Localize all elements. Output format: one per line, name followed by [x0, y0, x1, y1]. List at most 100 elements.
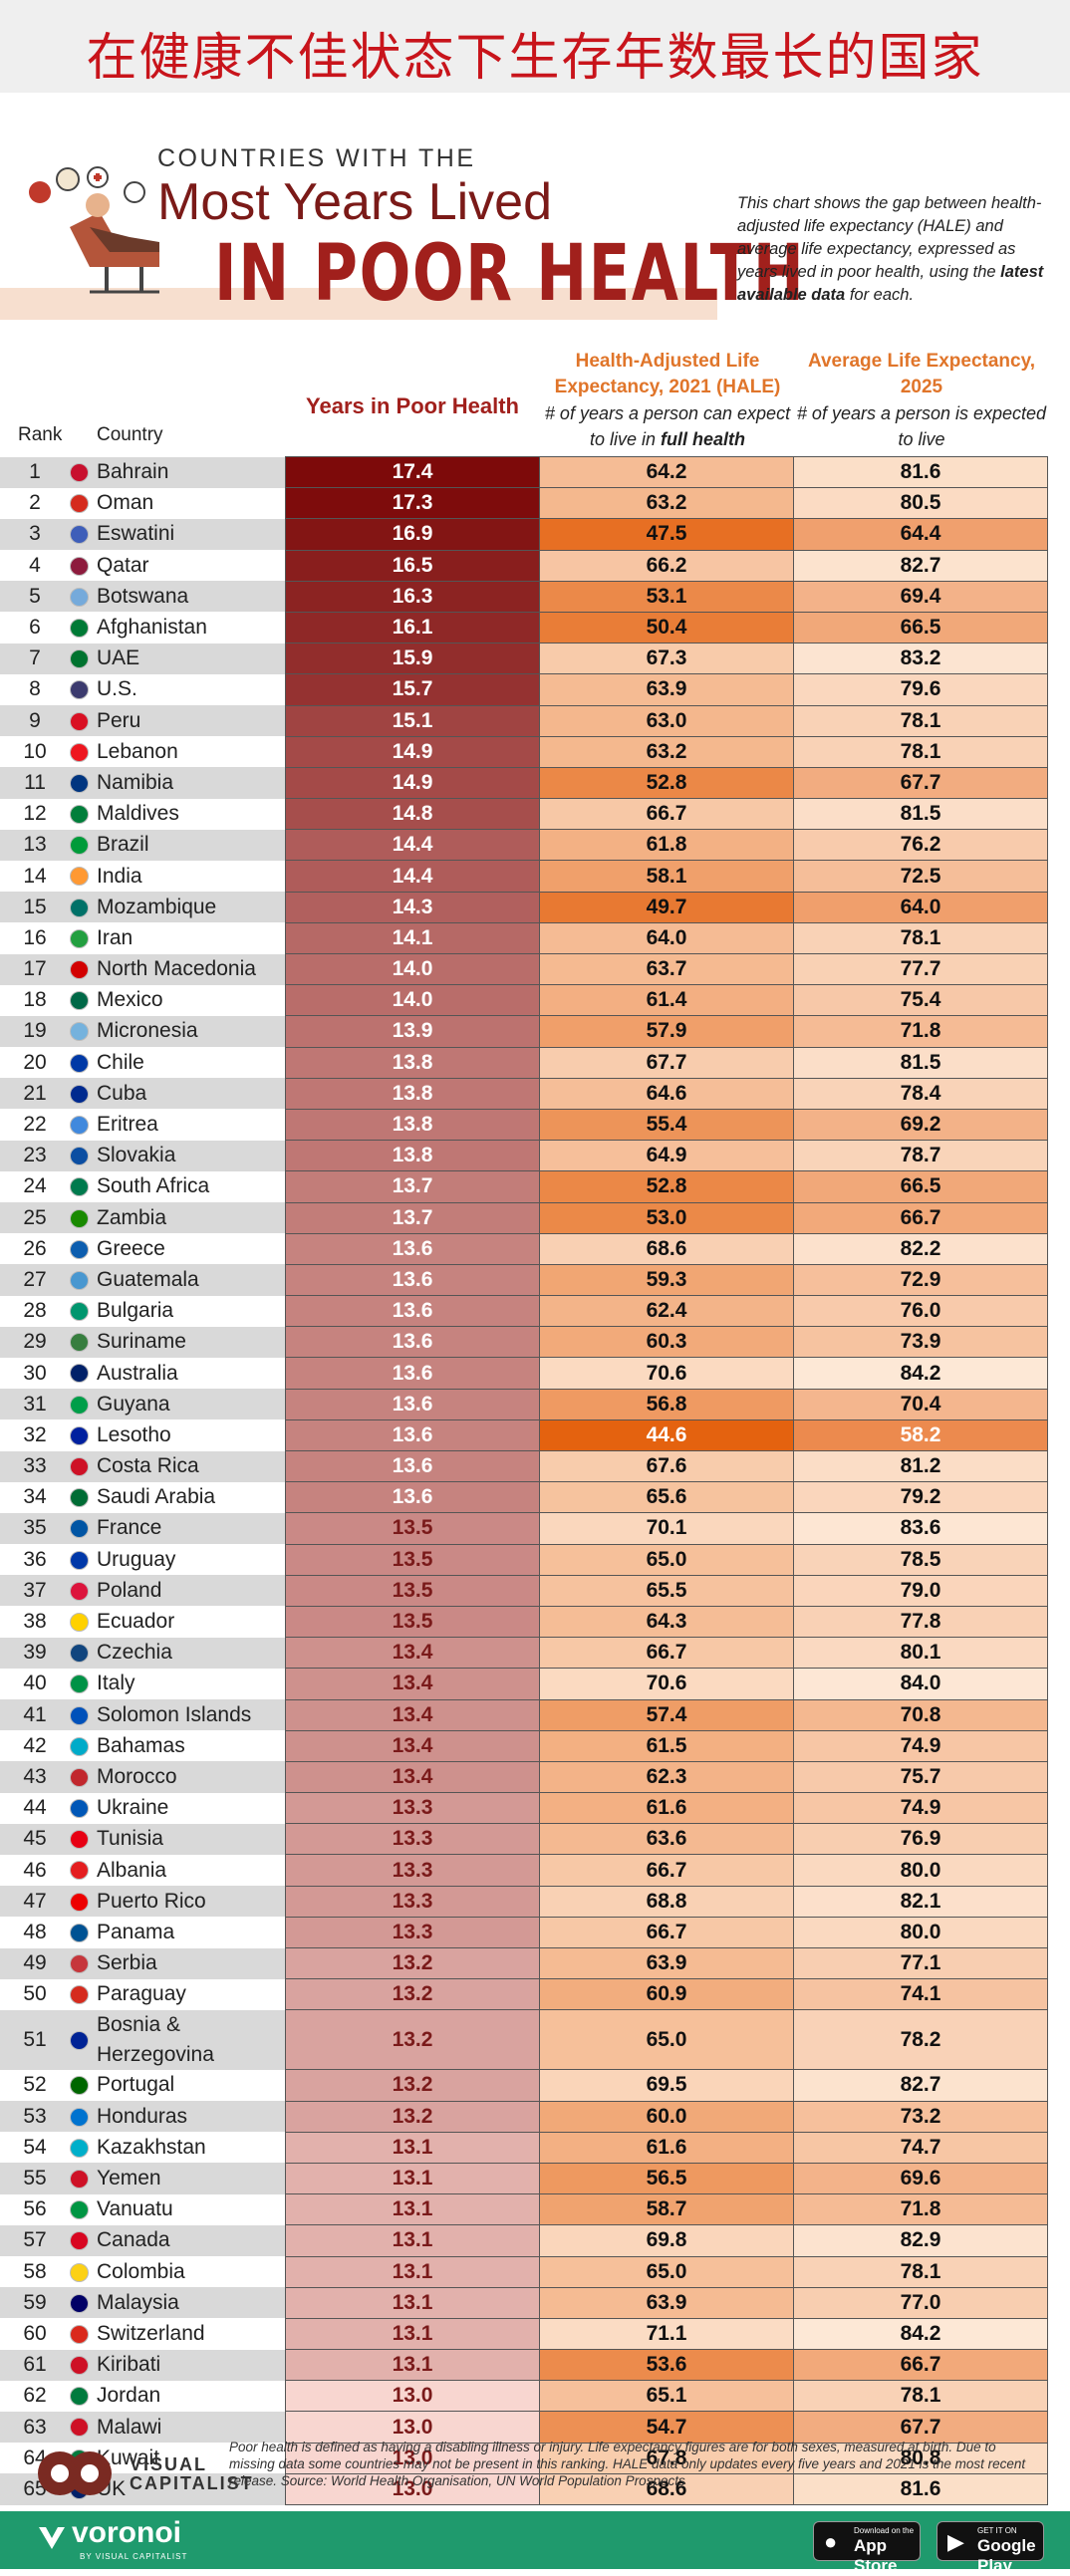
avg-life-cell: 64.0 — [793, 891, 1048, 923]
app-store-small: Download on the — [854, 2526, 915, 2535]
flag-icon — [70, 2387, 89, 2407]
flag-cell — [70, 1512, 97, 1545]
flag-cell — [70, 2101, 97, 2133]
hale-cell: 53.6 — [539, 2349, 794, 2382]
flag-cell — [70, 861, 97, 892]
years-poor-health-cell: 13.2 — [285, 2069, 540, 2102]
table-row: 45 Tunisia 13.3 63.6 76.9 — [0, 1823, 1048, 1856]
avg-life-cell: 81.6 — [793, 2472, 1048, 2506]
header-avg-sub: # of years a person is expected to live — [796, 403, 1047, 449]
voronoi-sub: BY VISUAL CAPITALIST — [80, 2552, 188, 2561]
medicine-icon — [124, 181, 145, 203]
years-poor-health-cell: 13.7 — [285, 1170, 540, 1203]
avg-life-cell: 79.0 — [793, 1574, 1048, 1607]
years-poor-health-cell: 13.2 — [285, 2009, 540, 2071]
years-poor-health-cell: 13.6 — [285, 1326, 540, 1359]
hale-cell: 52.8 — [539, 1170, 794, 1203]
avg-life-cell: 77.0 — [793, 2286, 1048, 2319]
country-cell: Paraguay — [97, 1982, 186, 2006]
flag-cell — [70, 2070, 97, 2101]
country-cell: Morocco — [97, 1761, 286, 1793]
rank-cell: 56 — [23, 2197, 47, 2221]
years-poor-health-cell: 13.1 — [285, 2131, 540, 2164]
hale-cell: 63.0 — [539, 704, 794, 737]
visual-capitalist-logo-icon — [38, 2451, 112, 2495]
years-poor-health-cell: 13.1 — [285, 2255, 540, 2288]
flag-icon — [70, 1364, 89, 1384]
flag-icon — [70, 805, 89, 825]
table-row: 27 Guatemala 13.6 59.3 72.9 — [0, 1263, 1048, 1297]
pill-icon — [29, 181, 51, 203]
country-cell: Bahamas — [97, 1733, 185, 1757]
rank-cell: 53 — [0, 2101, 70, 2133]
rank-cell: 1 — [0, 456, 70, 488]
years-poor-health-cell: 13.6 — [285, 1263, 540, 1297]
years-poor-health-cell: 13.5 — [285, 1543, 540, 1576]
table-row: 16 Iran 14.1 64.0 78.1 — [0, 921, 1048, 955]
flag-cell — [70, 1575, 97, 1607]
country-cell: Portugal — [97, 2073, 175, 2097]
flag-cell — [70, 2163, 97, 2194]
footnote: Poor health is defined as having a disab… — [229, 2440, 1026, 2488]
hale-cell: 63.9 — [539, 1946, 794, 1980]
hale-cell: 68.8 — [539, 1885, 794, 1918]
years-poor-health-cell: 13.5 — [285, 1605, 540, 1639]
rank-cell: 39 — [0, 1637, 70, 1669]
vc-line1: VISUAL — [130, 2454, 208, 2474]
flag-cell — [70, 1358, 97, 1389]
flag-icon — [70, 494, 89, 514]
hale-cell: 53.0 — [539, 1201, 794, 1234]
rank-cell: 20 — [23, 1050, 47, 1074]
hale-cell: 67.7 — [539, 1046, 794, 1079]
country-cell: Solomon Islands — [97, 1699, 286, 1731]
flag-cell — [70, 1855, 97, 1886]
table-row: 15 Mozambique 14.3 49.7 64.0 — [0, 891, 1048, 923]
table-row: 60 Switzerland 13.1 71.1 84.2 — [0, 2317, 1048, 2351]
rank-cell: 42 — [23, 1733, 47, 1757]
table-row: 17 North Macedonia 14.0 63.7 77.7 — [0, 952, 1048, 986]
flag-icon — [70, 2231, 89, 2251]
country-cell: Brazil — [97, 829, 286, 861]
country-cell: Czechia — [97, 1637, 286, 1669]
hale-cell: 64.2 — [539, 455, 794, 489]
hale-cell: 54.7 — [539, 2411, 794, 2444]
table-row: 50 Paraguay 13.2 60.9 74.1 — [0, 1978, 1048, 2011]
avg-life-cell: 58.2 — [793, 1418, 1048, 1452]
flag-cell — [70, 1669, 97, 1699]
table-row: 3 Eswatini 16.9 47.5 64.4 — [0, 518, 1048, 551]
flag-icon — [70, 898, 89, 917]
country-cell: Qatar — [97, 553, 149, 577]
rank-cell: 38 — [23, 1610, 47, 1634]
hale-cell: 61.8 — [539, 829, 794, 862]
flag-cell — [70, 1296, 97, 1327]
avg-life-cell: 82.7 — [793, 2069, 1048, 2102]
flag-cell — [70, 1761, 97, 1793]
years-poor-health-cell: 13.0 — [285, 2411, 540, 2444]
app-store-button[interactable]: ● Download on the App Store — [813, 2521, 921, 2575]
flag-icon — [70, 2076, 89, 2096]
avg-life-cell: 82.2 — [793, 1232, 1048, 1265]
country-cell: Botswana — [97, 581, 286, 613]
country-cell: Chile — [97, 1050, 144, 1074]
hale-cell: 64.3 — [539, 1605, 794, 1639]
table-row: 13 Brazil 14.4 61.8 76.2 — [0, 829, 1048, 862]
country-cell: Colombia — [97, 2259, 185, 2283]
flag-cell — [70, 550, 97, 581]
country-cell: U.S. — [97, 677, 137, 701]
years-poor-health-cell: 15.9 — [285, 643, 540, 675]
country-cell: Oman — [97, 491, 154, 515]
google-play-button[interactable]: ▶ GET IT ON Google Play — [936, 2521, 1044, 2575]
years-poor-health-cell: 13.2 — [285, 2100, 540, 2133]
title-pre: COUNTRIES WITH THE — [157, 144, 476, 172]
hale-cell: 71.1 — [539, 2317, 794, 2351]
country-cell: Poland — [97, 1575, 286, 1607]
country-cell: Ukraine — [97, 1796, 169, 1820]
rank-cell: 21 — [0, 1078, 70, 1110]
country-cell: India — [97, 864, 142, 888]
header-hale-sub: # of years a person can expect to live i… — [541, 400, 794, 452]
avg-life-cell: 80.5 — [793, 487, 1048, 520]
header-avg-life: Average Life Expectancy, 2025 # of years… — [795, 349, 1048, 452]
flag-icon — [70, 1892, 89, 1912]
avg-life-cell: 77.7 — [793, 952, 1048, 986]
rank-cell: 40 — [23, 1672, 47, 1695]
